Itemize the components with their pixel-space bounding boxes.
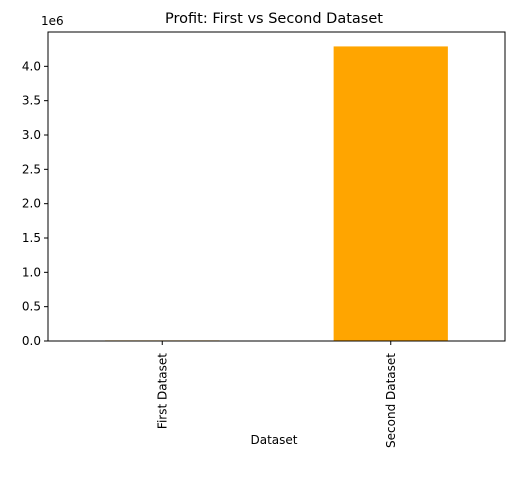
y-tick-label: 1.0 (22, 265, 41, 279)
x-axis-label: Dataset (251, 433, 298, 447)
y-tick-label: 2.0 (22, 197, 41, 211)
y-tick-label: 3.5 (22, 94, 41, 108)
plot-frame (47, 31, 506, 342)
x-tick-label: Second Dataset (384, 353, 398, 448)
y-axis-offset-text: 1e6 (41, 14, 64, 28)
y-tick-label: 4.0 (22, 59, 41, 73)
x-tick-label: First Dataset (155, 353, 169, 429)
y-tick-label: 0.0 (22, 334, 41, 348)
chart-title: Profit: First vs Second Dataset (165, 11, 383, 27)
y-tick-label: 1.5 (22, 231, 41, 245)
y-tick-label: 0.5 (22, 300, 41, 314)
bar-second-dataset (333, 46, 448, 342)
y-tick-label: 2.5 (22, 162, 41, 176)
plot-area: 0.0 0.5 1.0 1.5 2.0 2.5 3.0 3.5 4.0 First Dataset… (22, 31, 506, 448)
y-tick-label: 3.0 (22, 128, 41, 142)
